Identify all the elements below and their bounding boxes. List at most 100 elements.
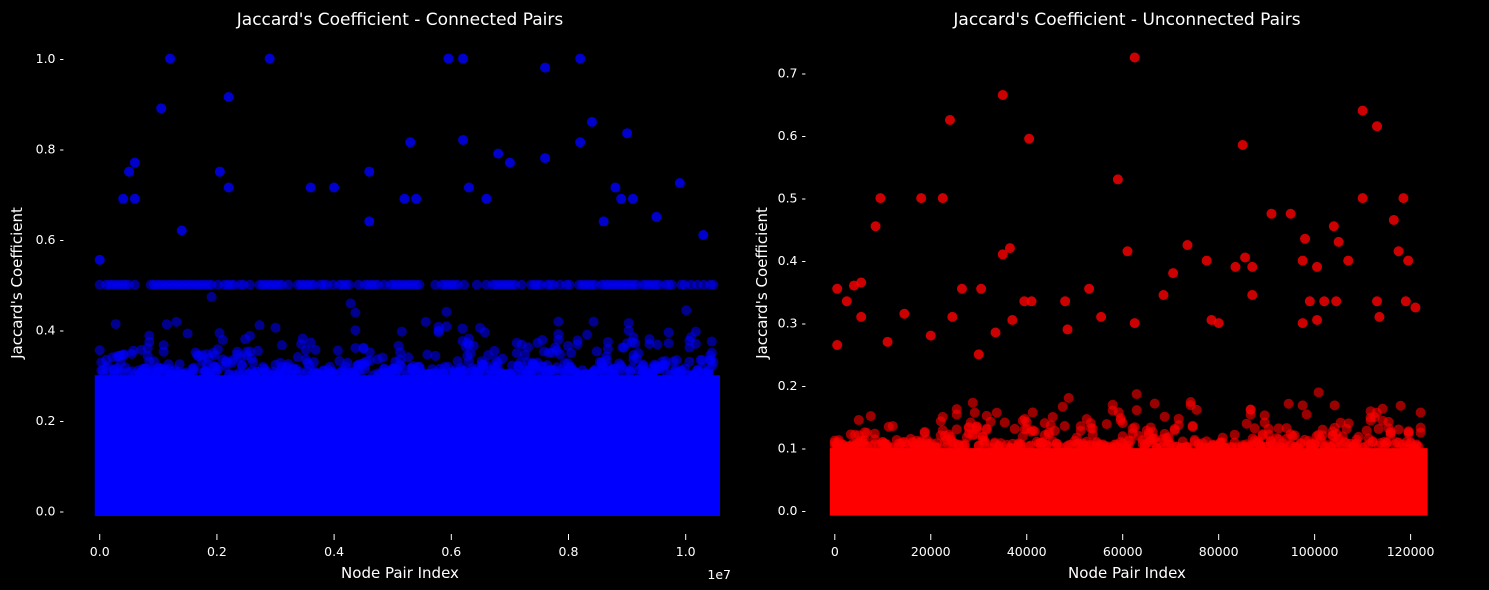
scatter-point xyxy=(1249,423,1260,434)
scatter-point xyxy=(916,193,927,204)
scatter-point xyxy=(937,411,948,422)
x-tick-label: 0 xyxy=(831,544,839,559)
x-tick-label: 0.8 xyxy=(559,544,579,559)
x-tick-label: 0.4 xyxy=(324,544,344,559)
scatter-point xyxy=(1312,261,1323,272)
scatter-point xyxy=(411,193,422,204)
scatter-point xyxy=(223,92,234,103)
scatter-point xyxy=(1283,398,1294,409)
scatter-point xyxy=(706,347,717,358)
scatter-point xyxy=(1182,240,1193,250)
scatter-point xyxy=(967,397,978,408)
scatter-point xyxy=(403,352,414,363)
scatter-point xyxy=(990,327,1001,338)
x-tick-label: 40000 xyxy=(1007,544,1047,559)
scatter-point xyxy=(174,359,185,370)
scatter-point xyxy=(633,348,644,359)
connected-pairs-plot: Jaccard's Coefficient - Connected Pairs … xyxy=(8,10,731,582)
scatter-point xyxy=(129,157,140,168)
scatter-point xyxy=(252,345,263,356)
scatter-point xyxy=(515,357,526,368)
scatter-point xyxy=(244,279,255,290)
scatter-point xyxy=(1009,423,1020,434)
scatter-point xyxy=(1096,311,1107,322)
scatter-point xyxy=(414,279,425,290)
scatter-point xyxy=(1357,193,1368,204)
scatter-point xyxy=(697,355,708,366)
scatter-point xyxy=(947,311,958,322)
scatter-point xyxy=(292,352,303,363)
scatter-point xyxy=(991,407,1002,418)
scatter-point xyxy=(457,323,468,334)
scatter-point xyxy=(254,320,265,331)
scatter-point xyxy=(165,53,176,64)
scatter-point xyxy=(504,157,515,168)
scatter-point xyxy=(223,182,234,193)
scatter-point xyxy=(841,296,852,307)
scatter-point xyxy=(1173,413,1184,424)
scatter-point xyxy=(283,279,294,290)
scatter-point xyxy=(144,330,155,341)
x-tick-label: 120000 xyxy=(1387,544,1435,559)
scatter-point xyxy=(1398,193,1409,204)
scatter-point xyxy=(1019,296,1030,307)
scatter-point xyxy=(1129,52,1140,63)
scatter-point xyxy=(1062,324,1073,335)
y-tick-label: 0.5 - xyxy=(778,191,806,206)
scatter-point xyxy=(1131,389,1142,400)
scatter-point xyxy=(206,291,217,302)
scatter-point xyxy=(564,279,575,290)
scatter-point xyxy=(1393,246,1404,257)
scatter-point xyxy=(342,357,353,368)
scatter-point xyxy=(1331,296,1342,307)
scatter-point xyxy=(1149,398,1160,409)
scatter-point xyxy=(1381,438,1392,449)
scatter-point xyxy=(182,328,193,339)
scatter-point xyxy=(1112,174,1123,185)
scatter-point xyxy=(443,53,454,64)
scatter-point xyxy=(1415,407,1426,418)
scatter-point xyxy=(1312,315,1323,325)
scatter-point xyxy=(1101,419,1112,430)
scatter-point xyxy=(1213,318,1224,329)
scatter-point xyxy=(1201,255,1212,266)
scatter-point xyxy=(887,421,898,432)
scatter-point xyxy=(94,254,105,265)
scatter-point xyxy=(1335,417,1346,428)
x-tick-label: 0.6 xyxy=(441,544,461,559)
scatter-point xyxy=(540,62,551,73)
scatter-point xyxy=(575,53,586,64)
unconnected-pairs-plot: Jaccard's Coefficient - Unconnected Pair… xyxy=(753,10,1435,582)
dense-point-cloud xyxy=(829,448,1428,516)
scatter-point xyxy=(586,116,597,127)
x-tick-label: 1.0 xyxy=(676,544,696,559)
scatter-point xyxy=(666,279,677,290)
scatter-point xyxy=(1026,296,1037,307)
scatter-point xyxy=(1372,296,1383,307)
chart-title: Jaccard's Coefficient - Connected Pairs xyxy=(236,10,564,30)
scatter-point xyxy=(601,351,612,362)
scatter-point xyxy=(999,417,1010,428)
scatter-point xyxy=(344,279,355,290)
scatter-point xyxy=(856,311,867,322)
scatter-point xyxy=(651,211,662,222)
y-tick-label: 0.7 - xyxy=(778,66,806,81)
scatter-point xyxy=(465,348,476,359)
scatter-point xyxy=(129,279,140,290)
scatter-point xyxy=(969,407,980,418)
scatter-point xyxy=(212,364,223,375)
scatter-point xyxy=(554,349,565,360)
scatter-point xyxy=(310,344,321,355)
scatter-point xyxy=(1333,236,1344,247)
scatter-point xyxy=(118,193,129,204)
scatter-point xyxy=(973,349,984,360)
scatter-point xyxy=(1377,403,1388,414)
scatter-point xyxy=(345,298,356,309)
scatter-point xyxy=(212,344,223,355)
scatter-point xyxy=(1229,429,1240,440)
scatter-point xyxy=(1304,296,1315,307)
scatter-point xyxy=(997,90,1008,100)
scatter-point xyxy=(1403,426,1414,437)
scatter-point xyxy=(300,345,311,356)
scatter-point xyxy=(870,221,881,232)
